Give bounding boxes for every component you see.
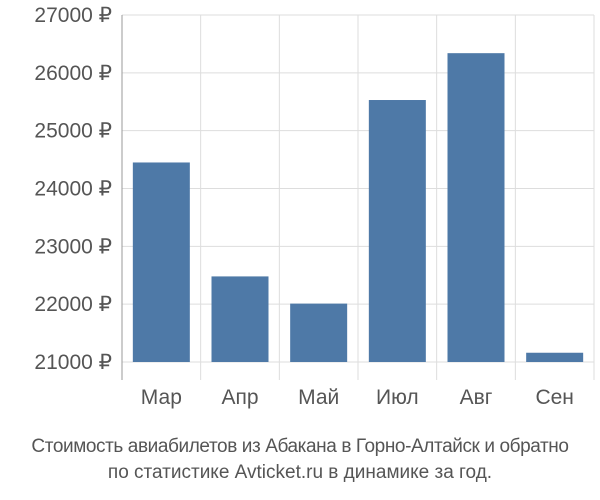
bar	[290, 303, 348, 362]
y-tick-label: 23000 ₽	[34, 235, 112, 258]
x-tick-label: Май	[298, 386, 339, 409]
x-tick-label: Сен	[535, 386, 573, 409]
chart-caption-line-1: Стоимость авиабилетов из Абакана в Горно…	[31, 436, 569, 457]
bar	[447, 53, 505, 363]
bar-chart: 21000 ₽ 22000 ₽ 23000 ₽ 24000 ₽ 25000 ₽ 26000…	[34, 4, 595, 409]
y-tick-label: 24000 ₽	[34, 178, 112, 201]
y-tick-label: 21000 ₽	[34, 351, 112, 374]
bar	[368, 100, 426, 362]
y-tick-label: 26000 ₽	[34, 62, 112, 85]
bar	[526, 352, 584, 362]
bar	[132, 162, 190, 362]
x-tick-label: Июл	[376, 386, 419, 409]
x-tick-label: Авг	[460, 386, 493, 409]
y-tick-label: 22000 ₽	[34, 293, 112, 316]
y-tick-label: 27000 ₽	[34, 4, 112, 27]
x-tick-label: Апр	[221, 386, 258, 409]
chart-caption-line-2: по статистике Avticket.ru в динамике за …	[107, 462, 493, 483]
bar	[211, 276, 269, 362]
y-tick-label: 25000 ₽	[34, 120, 112, 143]
x-tick-label: Мар	[141, 386, 182, 409]
